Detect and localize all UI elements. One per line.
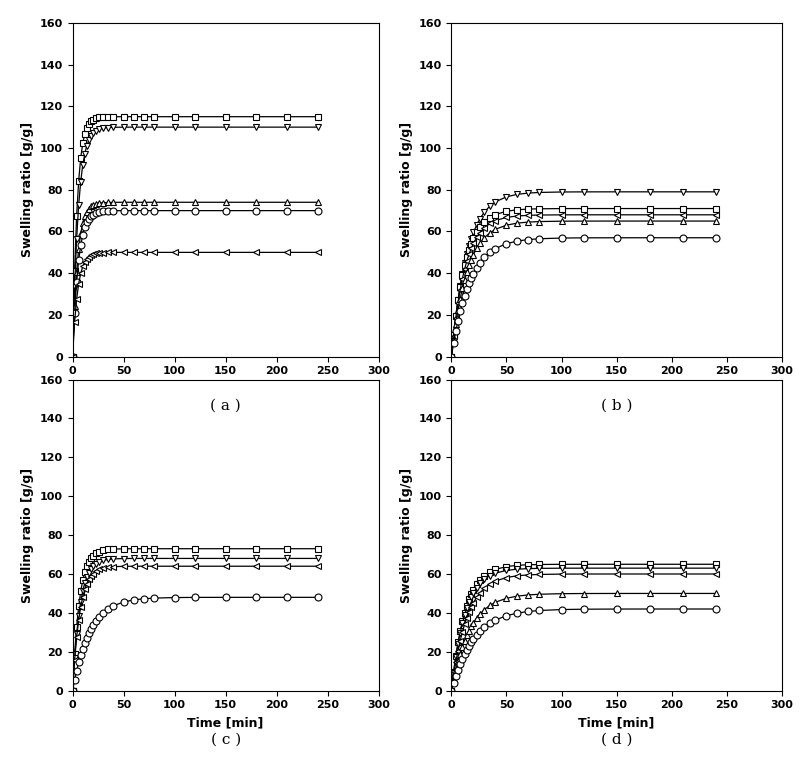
Y-axis label: Swelling ratio [g/g]: Swelling ratio [g/g] <box>400 468 413 603</box>
X-axis label: Time [min]: Time [min] <box>188 382 264 395</box>
Y-axis label: Swelling ratio [g/g]: Swelling ratio [g/g] <box>21 122 34 257</box>
Y-axis label: Swelling ratio [g/g]: Swelling ratio [g/g] <box>400 122 413 257</box>
X-axis label: Time [min]: Time [min] <box>579 382 654 395</box>
Text: ( d ): ( d ) <box>600 732 633 746</box>
Text: ( a ): ( a ) <box>210 398 241 412</box>
X-axis label: Time [min]: Time [min] <box>188 716 264 729</box>
Text: ( c ): ( c ) <box>210 732 241 746</box>
Text: ( b ): ( b ) <box>600 398 633 412</box>
X-axis label: Time [min]: Time [min] <box>579 716 654 729</box>
Y-axis label: Swelling ratio [g/g]: Swelling ratio [g/g] <box>21 468 34 603</box>
